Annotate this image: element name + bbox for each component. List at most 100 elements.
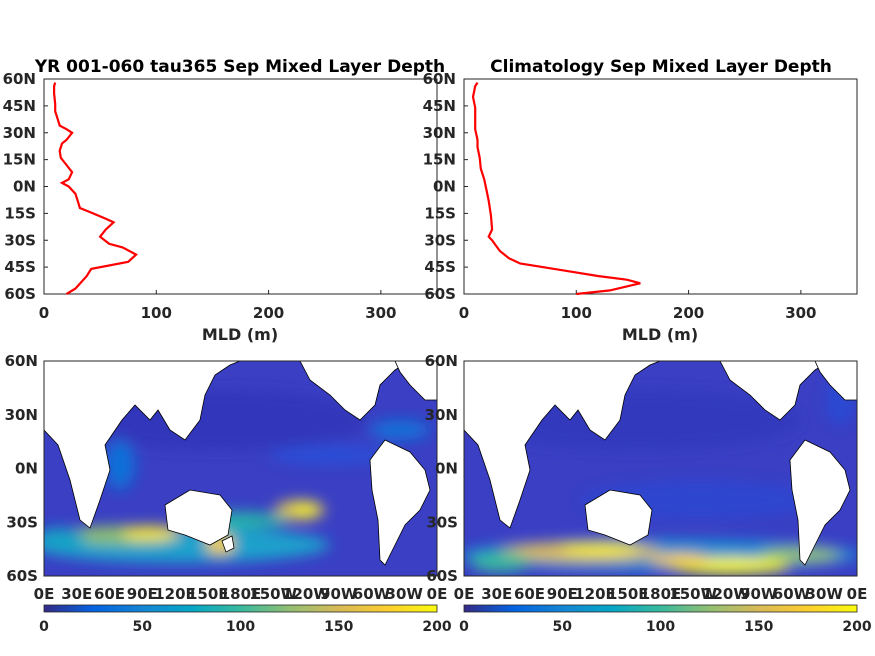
y-tick-label: 60S: [424, 285, 456, 303]
map-left-field: [44, 361, 437, 576]
x-tick-label: 0: [459, 304, 469, 322]
colorbar-right: [463, 604, 858, 613]
map-x-tick-label: 120W: [282, 585, 330, 603]
map-y-tick-label: 30S: [6, 513, 38, 531]
map-y-tick-label: 30N: [425, 406, 458, 424]
y-tick-label: 15S: [424, 204, 456, 222]
map-right-x-ticks: 0E 30E 60E 90E120E150E180E150W120W90W60W30W…: [454, 585, 868, 603]
map-left-x-ticks: 0E 30E 60E 90E120E150E180E150W120W90W60W30W…: [34, 585, 448, 603]
map-left-land: [44, 361, 437, 566]
map-x-tick-label: 60W: [773, 585, 811, 603]
x-tick-label: 300: [785, 304, 816, 322]
profile-right-xlabel: MLD (m): [622, 325, 698, 344]
profile-right-x-ticks: 0 100 200 300: [459, 290, 817, 322]
map-x-tick-label: 30W: [386, 585, 424, 603]
colorbar-tick-label: 200: [842, 619, 871, 635]
map-x-tick-label: 60W: [353, 585, 391, 603]
map-x-tick-label: 120E: [154, 585, 196, 603]
map-y-tick-label: 30S: [426, 513, 458, 531]
map-x-tick-label: 0E: [427, 585, 448, 603]
map-x-tick-label: 60E: [514, 585, 545, 603]
x-tick-label: 300: [365, 304, 396, 322]
map-y-tick-label: 60N: [5, 352, 38, 370]
map-x-tick-label: 150E: [187, 585, 229, 603]
colorbar-left: [43, 604, 438, 613]
x-tick-label: 100: [561, 304, 592, 322]
map-right-axes: [463, 360, 858, 577]
map-x-tick-label: 90W: [740, 585, 778, 603]
colorbar-tick-label: 0: [459, 619, 469, 635]
profile-left-axes: [43, 78, 438, 295]
x-tick-label: 100: [141, 304, 172, 322]
y-tick-label: 30N: [423, 124, 456, 142]
colorbar-tick-label: 150: [324, 619, 353, 635]
map-right-y-ticks: 60N 30N 0N 30S 60S: [425, 352, 458, 585]
colorbar-tick-label: 50: [553, 619, 573, 635]
y-tick-label: 15N: [3, 151, 36, 169]
profile-left-x-ticks: 0 100 200 300: [39, 290, 397, 322]
profile-right-y-ticks: 60N 45N 30N 15N 0N 15S 30S 45S 60S: [423, 70, 468, 303]
y-tick-label: 60N: [3, 70, 36, 88]
y-tick-label: 60S: [4, 285, 36, 303]
y-tick-label: 15N: [423, 151, 456, 169]
map-x-tick-label: 30E: [61, 585, 92, 603]
map-x-tick-label: 30W: [806, 585, 844, 603]
map-x-tick-label: 150W: [669, 585, 717, 603]
map-x-tick-label: 150W: [249, 585, 297, 603]
map-y-tick-label: 60S: [6, 567, 38, 585]
x-tick-label: 200: [253, 304, 284, 322]
map-x-tick-label: 0E: [847, 585, 868, 603]
profile-left-xlabel: MLD (m): [202, 325, 278, 344]
colorbar-tick-label: 100: [226, 619, 255, 635]
y-tick-label: 45N: [3, 97, 36, 115]
profile-left-y-ticks: 60N 45N 30N 15N 0N 15S 30S 45S 60S: [3, 70, 48, 303]
y-tick-label: 30N: [3, 124, 36, 142]
map-left-axes: [43, 360, 438, 577]
map-y-tick-label: 0N: [435, 460, 458, 478]
y-tick-label: 30S: [424, 231, 456, 249]
map-x-tick-label: 0E: [454, 585, 475, 603]
colorbar-right-ticks: 0 50 100 150 200: [459, 619, 872, 635]
map-x-tick-label: 120W: [702, 585, 750, 603]
map-y-tick-label: 30N: [5, 406, 38, 424]
map-y-tick-label: 60S: [426, 567, 458, 585]
colorbar-tick-label: 150: [744, 619, 773, 635]
profile-right-title: Climatology Sep Mixed Layer Depth: [490, 57, 832, 77]
map-x-tick-label: 180E: [640, 585, 682, 603]
map-right-land: [464, 361, 857, 566]
map-x-tick-label: 180E: [220, 585, 262, 603]
map-y-tick-label: 0N: [15, 460, 38, 478]
map-x-tick-label: 90E: [547, 585, 578, 603]
map-x-tick-label: 120E: [574, 585, 616, 603]
profile-left-line: [53, 82, 138, 295]
map-x-tick-label: 60E: [94, 585, 125, 603]
y-tick-label: 0N: [13, 178, 36, 196]
y-tick-label: 45N: [423, 97, 456, 115]
colorbar-tick-label: 50: [133, 619, 153, 635]
y-tick-label: 45S: [424, 258, 456, 276]
map-x-tick-label: 0E: [34, 585, 55, 603]
profile-right-axes: [463, 78, 858, 295]
y-tick-label: 60N: [423, 70, 456, 88]
map-left-y-ticks: 60N 30N 0N 30S 60S: [5, 352, 38, 585]
map-x-tick-label: 90E: [127, 585, 158, 603]
map-x-tick-label: 150E: [607, 585, 649, 603]
map-y-tick-label: 60N: [425, 352, 458, 370]
colorbar-tick-label: 200: [422, 619, 451, 635]
profile-panel-right: Climatology Sep Mixed Layer Depth 60N 45N…: [423, 57, 858, 344]
profile-panel-left: YR 001-060 tau365 Sep Mixed Layer Depth …: [3, 57, 446, 344]
map-x-tick-label: 30E: [481, 585, 512, 603]
y-tick-label: 45S: [4, 258, 36, 276]
colorbar-tick-label: 0: [39, 619, 49, 635]
colorbar-tick-label: 100: [646, 619, 675, 635]
x-tick-label: 0: [39, 304, 49, 322]
y-tick-label: 30S: [4, 231, 36, 249]
profile-right-line: [471, 82, 641, 296]
profile-left-title: YR 001-060 tau365 Sep Mixed Layer Depth: [34, 57, 445, 77]
y-tick-label: 0N: [433, 178, 456, 196]
x-tick-label: 200: [673, 304, 704, 322]
map-right-field: [464, 361, 857, 576]
